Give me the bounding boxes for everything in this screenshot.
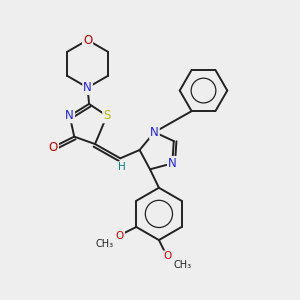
Text: N: N [150, 126, 159, 139]
Text: O: O [83, 34, 92, 46]
Text: N: N [168, 157, 177, 170]
Text: N: N [83, 81, 92, 94]
Text: H: H [118, 162, 126, 172]
Text: O: O [116, 231, 124, 241]
Text: O: O [164, 251, 172, 261]
Text: CH₃: CH₃ [96, 239, 114, 249]
Text: CH₃: CH₃ [174, 260, 192, 270]
Text: S: S [103, 109, 111, 122]
Text: N: N [65, 109, 74, 122]
Text: O: O [49, 140, 58, 154]
